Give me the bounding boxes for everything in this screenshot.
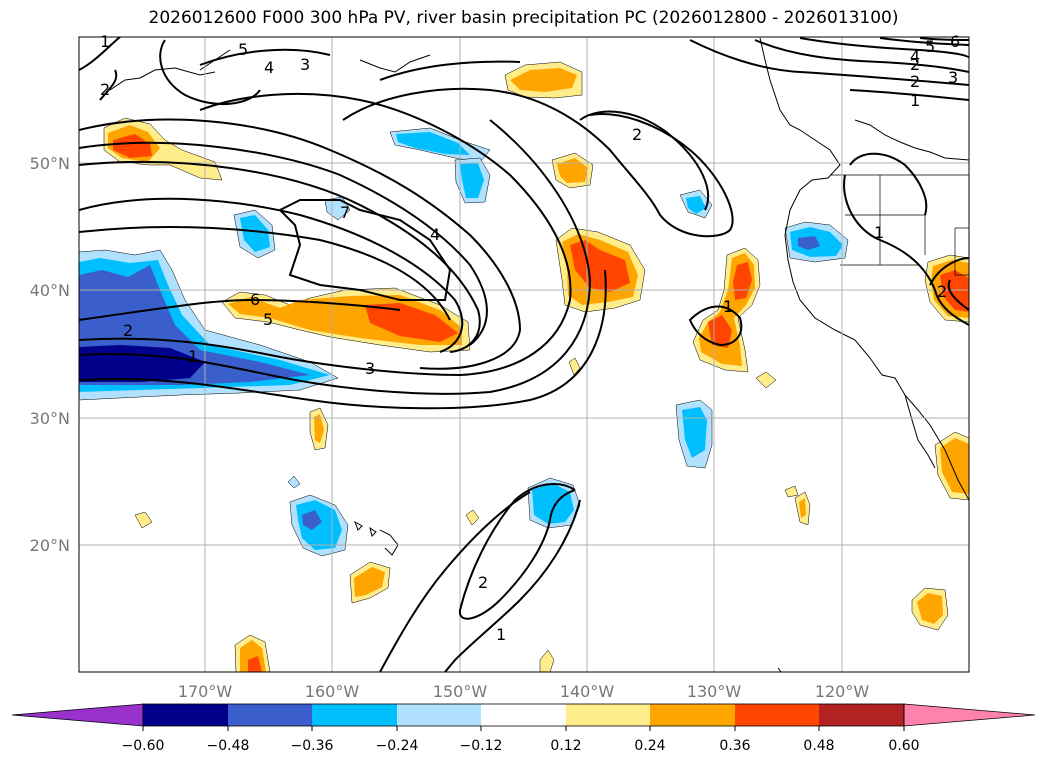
longitude-labels: 170°W 160°W 150°W 140°W 130°W 120°W: [178, 682, 870, 701]
lat-label: 50°N: [30, 154, 70, 173]
contour-label: 5: [925, 37, 935, 56]
contour-label: 1: [100, 32, 110, 51]
contour-label: 6: [250, 290, 260, 309]
colorbar-ticks: [142, 726, 905, 731]
contour-label: 1: [723, 297, 733, 316]
lon-label: 160°W: [305, 682, 360, 701]
colorbar-segment: [481, 704, 566, 726]
colorbar-tick-label: −0.24: [376, 738, 419, 754]
contour-label: 7: [340, 203, 350, 222]
colorbar-tick-label: 0.24: [634, 738, 665, 754]
colorbar-tick-label: 0.36: [719, 738, 750, 754]
colorbar-segment: [143, 704, 228, 726]
contour-label: 1: [910, 91, 920, 110]
colorbar-tick-label: −0.36: [291, 738, 334, 754]
colorbar-tick-label: −0.12: [460, 738, 503, 754]
contour-label: 2: [910, 72, 920, 91]
contour-label: 3: [300, 55, 310, 74]
colorbar-extend-left: [11, 703, 144, 727]
contour-label: 1: [874, 223, 884, 242]
colorbar-tick-label: 0.60: [888, 738, 919, 754]
colorbar-segment: [735, 704, 819, 726]
pv-contours: [79, 37, 969, 672]
contour-label: 2: [632, 125, 642, 144]
colorbar-tick-label: −0.60: [122, 738, 165, 754]
lon-label: 150°W: [433, 682, 488, 701]
contour-label: 6: [950, 32, 960, 51]
colorbar-segment: [228, 704, 312, 726]
lon-label: 120°W: [815, 682, 870, 701]
latitude-labels: 50°N 40°N 30°N 20°N: [30, 154, 70, 555]
contour-label: 2: [123, 321, 133, 340]
colorbar: −0.60 −0.48 −0.36 −0.24 −0.12 0.12 0.24 …: [11, 703, 1036, 754]
lat-label: 30°N: [30, 409, 70, 428]
contour-label: 2: [100, 80, 110, 99]
plot-frame: [78, 36, 970, 673]
colorbar-frame: [142, 703, 905, 727]
lon-label: 140°W: [560, 682, 615, 701]
colorbar-segment: [650, 704, 735, 726]
contour-label: 4: [430, 225, 440, 244]
colorbar-segment: [566, 704, 650, 726]
colorbar-extend-right: [903, 703, 1036, 727]
contour-label: 3: [948, 68, 958, 87]
colorbar-tick-label: 0.48: [803, 738, 834, 754]
contour-label: 4: [910, 47, 920, 66]
contour-label: 4: [264, 58, 274, 77]
gridlines: [79, 37, 969, 672]
contour-label: 2: [937, 282, 947, 301]
lat-label: 40°N: [30, 281, 70, 300]
contour-label: 2: [478, 573, 488, 592]
contour-labels: 1 2 3 4 5 6 7 5 4 3 2 1 2 1 2 1 1 2 2 1 …: [100, 32, 960, 644]
colorbar-tick-label: −0.48: [207, 738, 250, 754]
lon-label: 130°W: [687, 682, 742, 701]
colorbar-segment: [397, 704, 481, 726]
contour-label: 1: [496, 625, 506, 644]
contour-label: 5: [238, 40, 248, 59]
contour-label: 2: [910, 55, 920, 74]
colorbar-tick-label: 0.12: [550, 738, 581, 754]
state-borders: [830, 174, 969, 276]
lon-label: 170°W: [178, 682, 233, 701]
lat-label: 20°N: [30, 536, 70, 555]
contour-label: 3: [365, 359, 375, 378]
contour-label: 1: [188, 347, 198, 366]
colorbar-segment: [312, 704, 397, 726]
contour-label: 5: [263, 310, 273, 329]
colorbar-segment: [819, 704, 904, 726]
map-title: 2026012600 F000 300 hPa PV, river basin …: [148, 8, 899, 28]
